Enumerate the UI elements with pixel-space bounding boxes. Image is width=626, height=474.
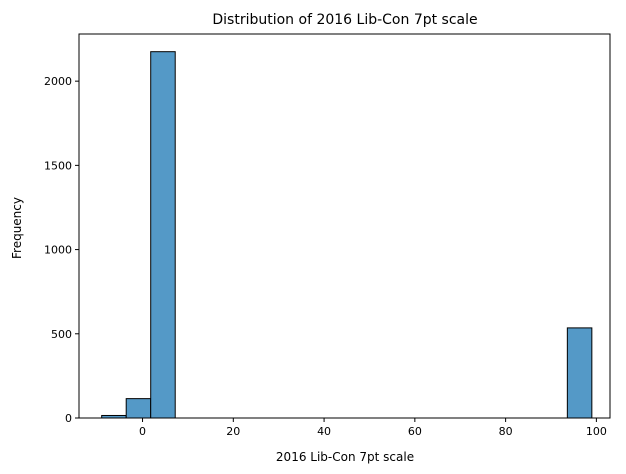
plot-frame xyxy=(78,33,611,419)
y-axis-ticks: 0 500 1000 1500 2000 xyxy=(44,75,79,425)
x-tick-label: 100 xyxy=(586,425,607,438)
y-tick-label: 0 xyxy=(65,412,72,425)
x-axis-ticks: 0 20 40 60 80 100 xyxy=(139,418,607,438)
chart-title: Distribution of 2016 Lib-Con 7pt scale xyxy=(212,12,477,28)
histogram-bar-3 xyxy=(566,327,593,419)
y-tick-label: 2000 xyxy=(44,75,72,88)
x-tick-label: 40 xyxy=(317,425,331,438)
histogram-bar-1 xyxy=(125,398,152,419)
x-tick-label: 80 xyxy=(499,425,513,438)
y-axis-label: Frequency xyxy=(10,197,24,259)
x-axis-label: 2016 Lib-Con 7pt scale xyxy=(276,450,414,464)
y-tick-label: 1500 xyxy=(44,159,72,172)
x-tick-label: 20 xyxy=(226,425,240,438)
x-tick-label: 60 xyxy=(408,425,422,438)
y-tick-label: 1000 xyxy=(44,244,72,257)
histogram-bar-2 xyxy=(150,51,176,419)
x-tick-label: 0 xyxy=(139,425,146,438)
y-tick-label: 500 xyxy=(51,328,72,341)
bars xyxy=(101,51,593,419)
